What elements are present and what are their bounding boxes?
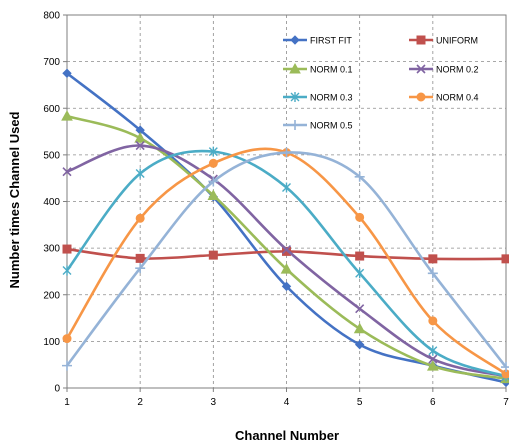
data-point (426, 360, 439, 371)
legend-swatch-marker (290, 120, 300, 130)
y-axis-title: Number times Channel Used (7, 111, 22, 288)
data-point (428, 316, 438, 326)
legend-item: NORM 0.4 (409, 92, 479, 103)
data-point (501, 362, 509, 373)
data-point (355, 212, 365, 222)
legend-swatch-marker (289, 62, 301, 74)
legend-label: UNIFORM (436, 36, 478, 46)
y-axis-ticks: 0 100 200 300 400 500 600 700 800 (43, 11, 67, 395)
data-point (355, 304, 365, 314)
legend-label: NORM 0.2 (436, 65, 479, 75)
legend-swatch-marker (416, 92, 426, 102)
legend-label: NORM 0.3 (310, 93, 353, 103)
data-point (62, 360, 72, 371)
data-point (281, 281, 292, 292)
data-point (62, 167, 72, 177)
data-point (62, 68, 72, 78)
legend-label: NORM 0.1 (310, 65, 353, 75)
data-point (427, 268, 438, 279)
data-point (355, 251, 365, 261)
data-point (208, 158, 218, 168)
data-point (501, 254, 509, 264)
legend-item: UNIFORM (409, 35, 478, 46)
x-tick-label: 4 (284, 397, 290, 408)
data-point (207, 189, 220, 200)
legend-item: FIRST FIT (283, 35, 352, 46)
y-tick-label: 700 (43, 57, 60, 68)
y-tick-label: 500 (43, 150, 60, 161)
grid (67, 15, 506, 388)
data-point (428, 254, 438, 264)
legend-item: NORM 0.1 (283, 62, 353, 75)
x-tick-label: 2 (137, 397, 143, 408)
series-norm-0-1 (61, 110, 509, 384)
data-point (135, 263, 146, 274)
series-lines (61, 68, 509, 388)
y-tick-label: 100 (43, 337, 60, 348)
legend-item: NORM 0.5 (283, 120, 353, 131)
data-point (135, 253, 145, 263)
legend: FIRST FIT UNIFORM NORM 0.1 NORM 0.2 NORM 0.3… (283, 35, 479, 131)
x-axis-ticks: 1 2 3 4 5 6 7 (64, 388, 509, 408)
y-tick-label: 0 (54, 384, 60, 395)
series-norm-0-3 (62, 146, 509, 382)
data-point (354, 171, 365, 182)
legend-label: FIRST FIT (310, 36, 352, 46)
y-tick-label: 600 (43, 104, 60, 115)
x-tick-label: 7 (503, 397, 509, 408)
series-norm-0-2 (62, 140, 509, 381)
series-first-fit (62, 68, 509, 388)
x-tick-label: 3 (211, 397, 217, 408)
series-norm-0-5 (62, 147, 509, 373)
legend-label: NORM 0.4 (436, 93, 479, 103)
data-point (281, 147, 292, 158)
data-point (134, 132, 147, 143)
data-point (62, 265, 72, 276)
data-point (355, 268, 365, 279)
data-point (208, 176, 219, 187)
x-tick-label: 5 (357, 397, 363, 408)
x-tick-label: 6 (430, 397, 436, 408)
y-tick-label: 800 (43, 11, 60, 22)
series-uniform (62, 244, 509, 264)
data-point (280, 263, 293, 274)
data-point (428, 354, 438, 364)
data-point (208, 250, 218, 260)
data-point (62, 334, 72, 344)
data-point (135, 140, 145, 151)
legend-swatch-marker (290, 35, 300, 45)
data-point (135, 168, 145, 179)
data-point (353, 322, 366, 334)
x-tick-label: 1 (64, 397, 70, 408)
data-point (428, 345, 438, 356)
y-tick-label: 300 (43, 244, 60, 255)
data-point (282, 182, 291, 193)
y-tick-label: 200 (43, 290, 60, 301)
data-point (208, 146, 218, 157)
data-point (354, 339, 365, 350)
legend-item: NORM 0.3 (283, 92, 353, 103)
data-point (62, 244, 72, 254)
legend-swatch-marker (416, 35, 426, 45)
legend-item: NORM 0.2 (409, 64, 479, 75)
data-point (61, 110, 73, 121)
legend-swatch-marker (416, 64, 426, 74)
data-point (281, 244, 292, 255)
y-tick-label: 400 (43, 197, 60, 208)
legend-swatch-marker (290, 92, 300, 102)
legend-label: NORM 0.5 (310, 121, 353, 131)
x-axis-title: Channel Number (235, 428, 339, 443)
data-point (135, 213, 145, 223)
